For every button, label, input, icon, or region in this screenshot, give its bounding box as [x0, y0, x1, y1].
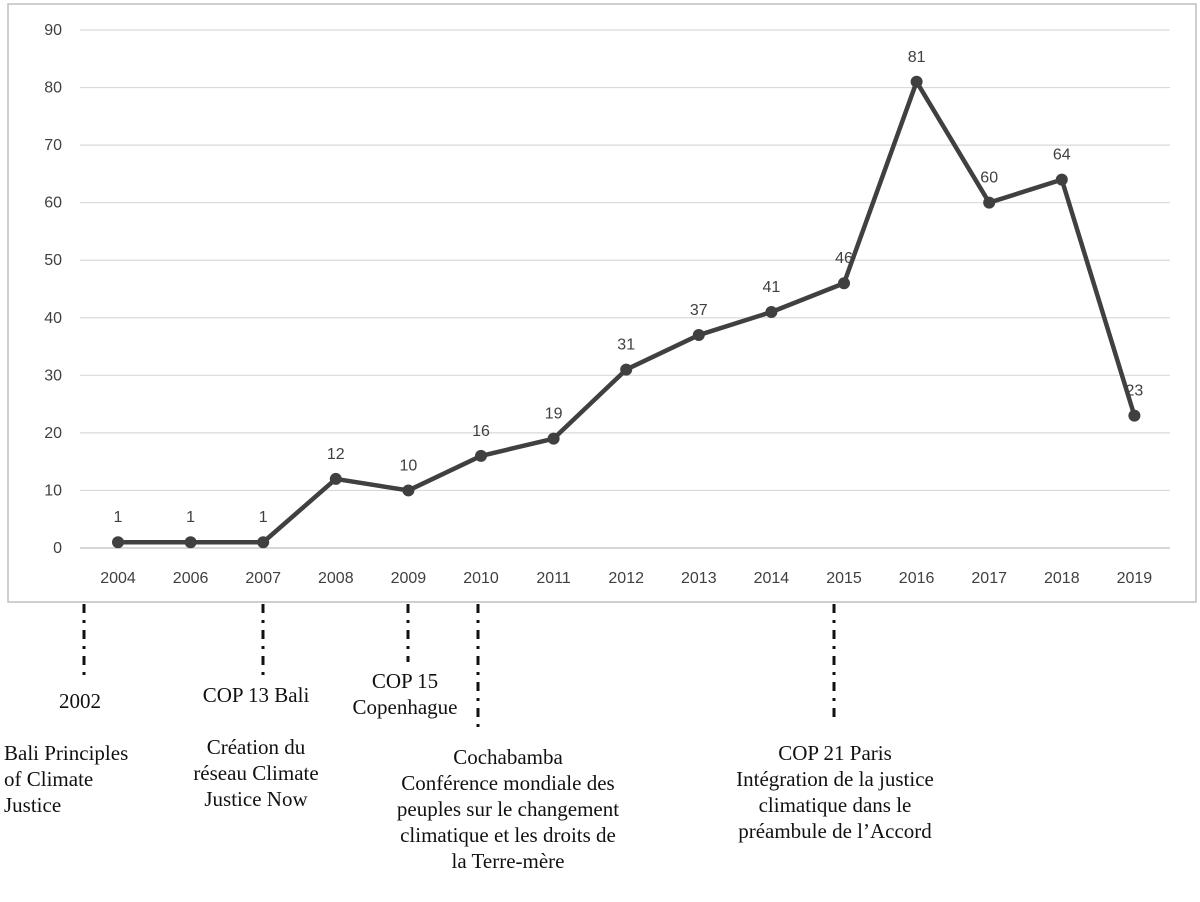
data-label: 19 [545, 406, 563, 423]
y-tick-label: 20 [44, 425, 62, 442]
x-tick-label: 2014 [754, 570, 790, 587]
data-point [184, 536, 197, 549]
x-tick-label: 2011 [536, 570, 571, 587]
data-labels: 1 1 1 12 10 16 19 31 37 41 46 81 60 64 23 [114, 49, 1144, 526]
x-axis-ticks: 2004 2006 2007 2008 2009 2010 2011 2012 2013 2014… [100, 570, 1152, 587]
y-tick-label: 70 [44, 137, 62, 154]
annotation-cop13-title-text: COP 13 Bali [202, 683, 310, 707]
annotation-cop15: COP 15 Copenhague [330, 668, 480, 720]
data-point [1128, 409, 1141, 422]
data-point [765, 306, 778, 319]
data-label: 1 [259, 509, 268, 526]
annotation-cop13-line-3: Justice Now [204, 787, 308, 811]
x-tick-label: 2006 [173, 570, 209, 587]
data-label: 81 [908, 49, 926, 66]
annotation-bali-line-2: of Climate [4, 767, 94, 791]
annotation-bali-line-1: Bali Principles [4, 741, 129, 765]
data-point [257, 536, 270, 549]
data-points [112, 75, 1141, 549]
data-label: 60 [980, 170, 998, 187]
data-point [329, 472, 342, 485]
x-tick-label: 2013 [681, 570, 717, 587]
data-label: 1 [186, 509, 195, 526]
data-point [402, 484, 415, 497]
annotation-cop13-line-2: réseau Climate [193, 761, 319, 785]
x-tick-label: 2008 [318, 570, 354, 587]
y-axis-ticks: 0 10 20 30 40 50 60 70 80 90 [44, 22, 62, 557]
annotation-cochabamba-line-5: la Terre-mère [451, 849, 565, 873]
y-tick-label: 30 [44, 367, 62, 384]
data-point [547, 432, 560, 445]
annotation-cop13-line-1: Création du [206, 735, 306, 759]
annotation-cochabamba: Cochabamba Conférence mondiale des peupl… [358, 744, 658, 874]
y-tick-label: 0 [53, 540, 62, 557]
data-point [838, 277, 850, 290]
annotation-cop21-line-2: Intégration de la justice [736, 767, 934, 791]
y-tick-label: 60 [44, 195, 62, 212]
x-tick-label: 2004 [100, 570, 136, 587]
x-tick-label: 2009 [391, 570, 427, 587]
x-tick-label: 2016 [899, 570, 935, 587]
x-tick-label: 2018 [1044, 570, 1080, 587]
annotation-bali-principles: Bali Principles of Climate Justice [4, 740, 128, 818]
data-label: 64 [1053, 147, 1071, 164]
annotation-cop21-line-4: préambule de l’Accord [738, 819, 932, 843]
data-point [692, 329, 705, 342]
annotation-cop21-line-3: climatique dans le [758, 793, 912, 817]
annotation-bali-line-3: Justice [4, 793, 62, 817]
data-label: 23 [1126, 383, 1144, 400]
chart-frame [7, 3, 1197, 603]
data-point [1055, 173, 1068, 186]
y-tick-label: 80 [44, 80, 62, 97]
annotation-cochabamba-line-4: climatique et les droits de [400, 823, 616, 847]
annotation-cochabamba-line-2: Conférence mondiale des [401, 771, 615, 795]
y-tick-label: 90 [44, 22, 62, 39]
data-label: 41 [763, 279, 781, 296]
data-label: 12 [327, 446, 345, 463]
annotation-cop15-line-1: COP 15 [371, 669, 439, 693]
x-tick-label: 2019 [1117, 570, 1153, 587]
data-label: 37 [690, 302, 708, 319]
data-point [983, 196, 996, 209]
annotation-cochabamba-line-3: peuples sur le changement [396, 797, 620, 821]
annotation-cochabamba-line-1: Cochabamba [453, 745, 563, 769]
data-point [910, 75, 923, 88]
annotation-cop21-line-1: COP 21 Paris [778, 741, 892, 765]
annotation-cop13: Création du réseau Climate Justice Now [176, 734, 336, 812]
x-tick-label: 2010 [463, 570, 499, 587]
annotation-cop21: COP 21 Paris Intégration de la justice c… [690, 740, 980, 844]
x-tick-label: 2015 [826, 570, 862, 587]
y-tick-label: 40 [44, 310, 62, 327]
annotation-cop15-line-2: Copenhague [352, 695, 458, 719]
data-label: 46 [835, 250, 853, 267]
data-point [620, 363, 633, 376]
annotation-bali-year-text: 2002 [59, 689, 101, 713]
x-tick-label: 2007 [245, 570, 281, 587]
data-point [475, 449, 487, 462]
data-label: 31 [617, 337, 635, 354]
data-label: 16 [472, 423, 490, 440]
x-tick-label: 2012 [608, 570, 644, 587]
data-label: 1 [114, 509, 123, 526]
data-point [112, 536, 124, 549]
x-tick-label: 2017 [971, 570, 1007, 587]
annotation-bali-year: 2002 [40, 688, 120, 714]
data-label: 10 [400, 457, 418, 474]
annotation-cop13-title: COP 13 Bali [176, 682, 336, 708]
y-tick-label: 50 [44, 252, 62, 269]
event-connectors [82, 604, 836, 728]
y-tick-label: 10 [44, 482, 62, 499]
